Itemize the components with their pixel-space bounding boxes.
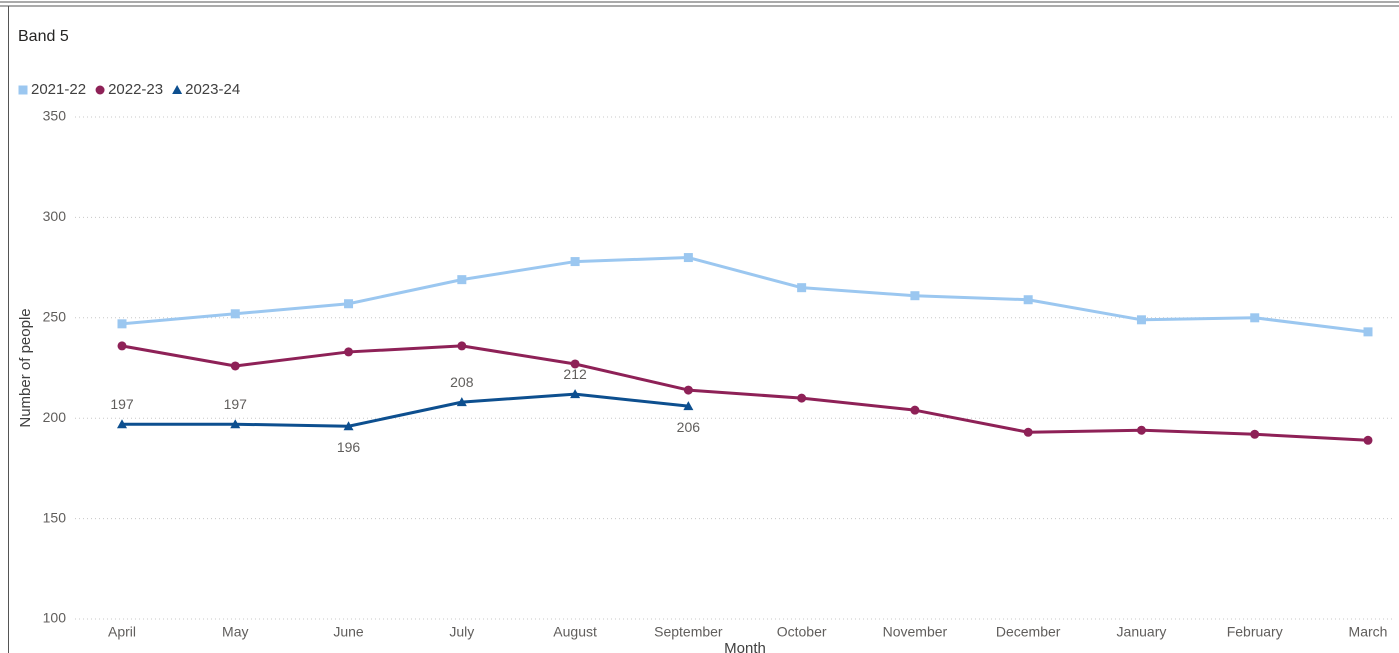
series-line — [121, 344, 1369, 442]
legend-label: 2021-22 — [31, 81, 86, 98]
data-label: 197 — [224, 396, 248, 412]
marker — [683, 401, 694, 411]
x-tick-label: March — [1349, 624, 1388, 640]
y-tick-label: 350 — [43, 108, 67, 124]
marker — [230, 361, 240, 371]
data-label: 196 — [337, 439, 361, 455]
series-line — [121, 256, 1369, 334]
marker — [1136, 425, 1146, 435]
x-tick-label: October — [777, 624, 827, 640]
series-line — [122, 392, 689, 428]
legend-marker — [95, 85, 105, 95]
chart-title: Band 5 — [18, 28, 69, 45]
marker — [1250, 429, 1260, 439]
y-axis-title: Number of people — [17, 308, 34, 427]
x-tick-label: June — [333, 624, 364, 640]
marker — [117, 341, 127, 351]
x-tick-label: April — [108, 624, 136, 640]
x-tick-label: May — [222, 624, 248, 640]
marker — [117, 419, 127, 429]
data-label: 212 — [563, 366, 587, 382]
marker — [683, 253, 693, 263]
marker — [570, 257, 580, 267]
x-tick-label: February — [1227, 624, 1283, 640]
marker — [1023, 427, 1033, 437]
x-tick-label: January — [1117, 624, 1167, 640]
marker — [570, 389, 581, 399]
marker — [117, 319, 127, 329]
marker — [230, 309, 240, 319]
marker — [910, 405, 920, 415]
data-label: 208 — [450, 374, 474, 390]
y-tick-label: 200 — [43, 409, 67, 425]
legend-label: 2022-23 — [108, 81, 163, 98]
marker — [344, 347, 354, 357]
x-tick-label: December — [996, 624, 1061, 640]
legend-marker — [172, 85, 183, 94]
y-tick-label: 100 — [43, 610, 67, 626]
marker — [797, 283, 807, 293]
marker — [344, 299, 354, 309]
y-tick-label: 250 — [43, 309, 67, 325]
marker — [683, 385, 693, 395]
marker — [456, 397, 467, 407]
data-label: 206 — [677, 419, 701, 435]
x-tick-label: September — [654, 624, 723, 640]
legend-marker — [18, 85, 28, 95]
marker — [1136, 315, 1146, 325]
marker — [1363, 435, 1373, 445]
marker — [910, 291, 920, 301]
marker — [457, 341, 467, 351]
x-tick-label: August — [553, 624, 597, 640]
marker — [797, 393, 807, 403]
marker — [343, 421, 354, 431]
y-tick-label: 150 — [43, 509, 67, 525]
x-axis-title: Month — [724, 640, 766, 653]
marker — [1023, 295, 1033, 305]
x-tick-label: November — [883, 624, 948, 640]
marker — [570, 359, 580, 369]
marker — [1363, 327, 1373, 337]
data-label: 197 — [110, 396, 134, 412]
marker — [457, 275, 467, 285]
y-tick-label: 300 — [43, 208, 67, 224]
x-tick-label: July — [449, 624, 474, 640]
legend-label: 2023-24 — [185, 81, 240, 98]
marker — [1250, 313, 1260, 323]
marker — [230, 419, 241, 429]
